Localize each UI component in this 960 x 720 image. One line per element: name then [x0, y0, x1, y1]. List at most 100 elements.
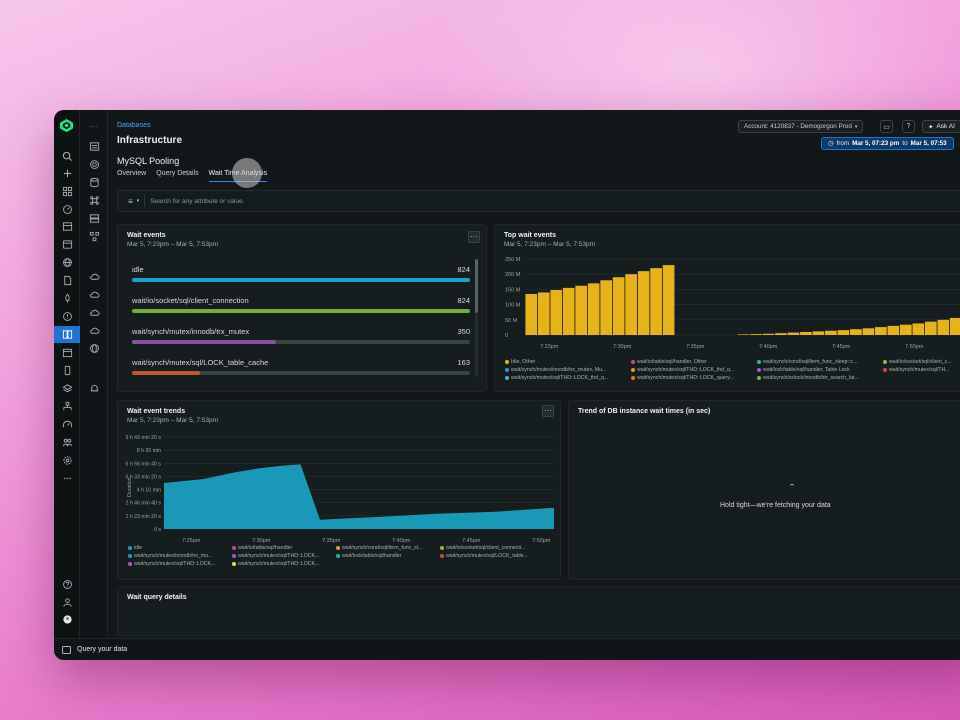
legend-item[interactable]: wait/synch/mutex/sql/LOCK_table...: [440, 553, 528, 559]
cloud-icon[interactable]: [88, 306, 100, 318]
legend-item[interactable]: wait/synch/cond/sql/Item_func_sleep::c..…: [757, 359, 857, 365]
filter-icon[interactable]: ≡: [128, 196, 133, 206]
legend-item[interactable]: wait/lock/table/sql/handler, Table Lock: [757, 367, 850, 373]
list-icon[interactable]: [88, 140, 100, 152]
help-icon[interactable]: ?: [902, 120, 915, 133]
storage-icon[interactable]: [88, 176, 100, 188]
network-icon[interactable]: [61, 400, 73, 412]
legend-item[interactable]: wait/synch/mutex/innodb/trx_mu...: [128, 553, 212, 559]
scrollbar-thumb[interactable]: [475, 259, 478, 313]
query-your-data-bar[interactable]: Query your data: [54, 638, 960, 660]
plus-icon[interactable]: [61, 167, 73, 179]
legend-item[interactable]: wait/synch/mutex/sql/THD::LOCK_query...: [631, 375, 734, 381]
bar: [537, 292, 550, 335]
panel-title: Wait event trends: [127, 408, 186, 415]
bar: [775, 333, 787, 335]
legend-item[interactable]: wait/synch/mutex/sql/THD::LOCK_thd_q...: [631, 367, 734, 373]
bell-icon[interactable]: [88, 382, 100, 394]
legend-item[interactable]: wait/io/table/sql/handler, Other: [631, 359, 707, 365]
y-tick-label: 2 h 46 min 40 s: [126, 501, 162, 507]
server-icon[interactable]: [88, 212, 100, 224]
chat-icon[interactable]: ▭: [880, 120, 893, 133]
legend-item[interactable]: wait/io/socket/sql/client_c...: [883, 359, 952, 365]
legend-swatch: [883, 367, 887, 372]
calendar-icon[interactable]: [61, 346, 73, 358]
cloud-icon[interactable]: [88, 288, 100, 300]
panel-menu-button[interactable]: ···: [542, 405, 554, 417]
legend-label: wait/io/table/sql/handler, Other: [637, 359, 707, 365]
gauge-icon[interactable]: [61, 203, 73, 215]
legend-item[interactable]: wait/synch/mutex/sql/THD::LOCK_thd_q...: [505, 375, 608, 381]
y-tick-label: 0: [505, 333, 508, 339]
panel-menu-button[interactable]: ···: [468, 231, 480, 243]
nodes-icon[interactable]: [88, 230, 100, 242]
legend-item[interactable]: wait/synch/mutex/sql/TH...: [883, 367, 950, 373]
bar: [650, 268, 662, 335]
legend-item[interactable]: Idle, Other: [505, 359, 535, 365]
avatar-icon[interactable]: [61, 613, 73, 625]
database-icon[interactable]: [61, 328, 73, 340]
legend-item[interactable]: wait/synch/sxlock/innodb/btr_search_lat.…: [757, 375, 859, 381]
globe-icon[interactable]: [61, 256, 73, 268]
y-tick-label: 150 M: [505, 287, 521, 293]
y-tick-label: 4 h 10 min: [137, 488, 161, 494]
x-tick-label: 7:40pm: [759, 344, 778, 350]
app-window: ··· Databases Infrastructure MySQL Pooli…: [54, 110, 960, 660]
legend-item[interactable]: wait/io/table/sql/handler: [232, 545, 292, 551]
db-trend-panel: Trend of DB instance wait times (in sec): [568, 400, 960, 580]
user-add-icon[interactable]: [61, 596, 73, 608]
more-icon[interactable]: [61, 472, 73, 484]
legend-item[interactable]: wait/synch/mutex/innodb/trx_mutex, Mu...: [505, 367, 606, 373]
chevron-down-icon[interactable]: ▾: [136, 198, 140, 204]
scrollbar[interactable]: [475, 259, 478, 377]
tab-overview[interactable]: Overview: [117, 170, 147, 177]
search-icon[interactable]: [61, 150, 73, 162]
cloud-icon[interactable]: [88, 270, 100, 282]
account-selector[interactable]: Account: 4120837 - Demogorgon Prod ▾: [738, 120, 864, 133]
search-input[interactable]: Search for any attribute or value.: [150, 197, 245, 205]
grid-icon[interactable]: [61, 185, 73, 197]
ask-ai-button[interactable]: ✦ Ask AI: [922, 120, 960, 133]
x-tick-label: 7:23pm: [540, 344, 559, 350]
document-icon[interactable]: [61, 274, 73, 286]
legend-swatch: [631, 359, 635, 364]
query-bar-label: Query your data: [77, 646, 128, 653]
legend-item[interactable]: idle: [128, 545, 142, 551]
legend-item[interactable]: wait/synch/mutex/sql/THD::LOCK...: [232, 561, 319, 567]
chevron-down-icon: ▾: [854, 123, 858, 130]
tab-query-details[interactable]: Query Details: [156, 170, 199, 177]
breadcrumb[interactable]: Databases: [117, 122, 151, 129]
alert-icon[interactable]: [61, 310, 73, 322]
rocket-icon[interactable]: [61, 292, 73, 304]
legend-item[interactable]: wait/lock/table/sql/handler: [336, 553, 401, 559]
command-icon[interactable]: [88, 194, 100, 206]
help-icon[interactable]: [61, 578, 73, 590]
panel-time-range: Mar 5, 7:23pm – Mar 5, 7:53pm: [127, 241, 219, 248]
globe-icon[interactable]: [88, 342, 100, 354]
progress-fill: [132, 340, 276, 344]
layers-icon[interactable]: [61, 382, 73, 394]
legend-swatch: [232, 545, 236, 550]
settings-icon[interactable]: [61, 454, 73, 466]
top-wait-events-panel: Top wait events Mar 5, 7:23pm – Mar 5, 7…: [494, 224, 960, 392]
progress-fill: [132, 371, 200, 375]
target-icon[interactable]: [88, 158, 100, 170]
x-tick-label: 7:30pm: [252, 538, 271, 544]
time-range-picker[interactable]: ◷ from Mar 5, 07:23 pm to Mar 5, 07:53: [821, 137, 954, 150]
legend-item[interactable]: wait/synch/mutex/sql/THD::LOCK...: [232, 553, 319, 559]
more-icon[interactable]: ···: [89, 121, 99, 131]
cloud-icon[interactable]: [88, 324, 100, 336]
app-logo-icon[interactable]: [59, 118, 74, 133]
legend-item[interactable]: wait/synch/cond/sql/Item_func_sl...: [336, 545, 422, 551]
legend-label: wait/synch/mutex/sql/THD::LOCK...: [238, 561, 320, 567]
mobile-icon[interactable]: [61, 364, 73, 376]
browser-icon[interactable]: [61, 238, 73, 250]
dashboard-icon[interactable]: [61, 220, 73, 232]
bar: [800, 331, 812, 335]
legend-item[interactable]: wait/synch/mutex/sql/THD::LOCK...: [128, 561, 215, 567]
legend-label: wait/synch/mutex/sql/THD::LOCK_thd_q...: [637, 367, 735, 373]
users-icon[interactable]: [61, 436, 73, 448]
speedometer-icon[interactable]: [61, 418, 73, 430]
legend-label: wait/synch/mutex/sql/THD::LOCK_thd_q...: [511, 375, 609, 381]
legend-item[interactable]: wait/io/socket/sql/client_connecti...: [440, 545, 525, 551]
